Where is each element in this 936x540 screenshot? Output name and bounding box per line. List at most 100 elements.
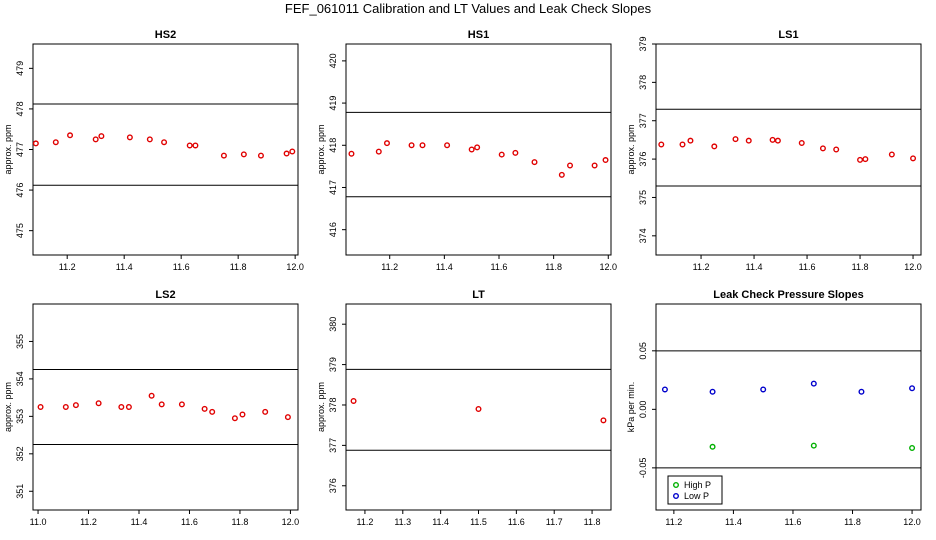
data-point (468, 146, 475, 153)
legend-box (667, 475, 723, 505)
data-point (769, 136, 776, 143)
y-tick-label: 374 (638, 228, 648, 243)
data-point (658, 141, 665, 148)
x-tick-label: 12.0 (286, 262, 304, 272)
plot-frame (655, 303, 922, 511)
data-point (95, 400, 102, 407)
data-point (98, 133, 105, 140)
data-point (558, 171, 565, 178)
chart-panel-4: LS2 approx. ppm 11.0 11.2 11.4 11.6 11.8 12.0 35… (3, 289, 299, 527)
panel-title: LS1 (778, 29, 798, 41)
data-point (158, 401, 165, 408)
chart-panel-3: LS1 approx. ppm 11.2 11.4 11.6 11.8 12.0 374 375… (626, 29, 922, 272)
x-tick-label: 12.0 (600, 262, 618, 272)
data-point (375, 148, 382, 155)
x-tick-label: 11.6 (181, 517, 198, 527)
x-tick-label: 11.8 (232, 517, 249, 527)
x-tick-label: 11.6 (173, 262, 190, 272)
data-point (125, 404, 132, 411)
data-point (289, 148, 296, 155)
y-tick-label: 479 (15, 61, 25, 76)
data-point (231, 415, 238, 422)
data-point (600, 417, 607, 424)
data-point (567, 162, 574, 169)
data-point (531, 159, 538, 166)
data-point (126, 134, 133, 141)
data-point (819, 145, 826, 152)
data-point (602, 157, 609, 164)
x-tick-label: 11.6 (799, 262, 816, 272)
x-tick-label: 11.2 (80, 517, 97, 527)
legend-marker (673, 493, 680, 500)
data-point (220, 152, 227, 159)
data-point (810, 380, 817, 387)
data-point (284, 414, 291, 421)
y-axis-label: approx. ppm (3, 124, 13, 174)
data-point (262, 408, 269, 415)
chart-panel-1: HS2 approx. ppm 11.2 11.4 11.6 11.8 12.0 475 476… (3, 29, 304, 272)
y-tick-label: 351 (15, 484, 25, 499)
data-point (909, 385, 916, 392)
x-tick-label: 11.4 (131, 517, 148, 527)
data-point (192, 142, 199, 149)
panel-title: LS2 (155, 289, 175, 301)
x-tick-label: 11.6 (491, 262, 508, 272)
x-tick-label: 11.5 (470, 517, 487, 527)
y-tick-label: 419 (328, 96, 338, 111)
x-tick-label: 11.0 (30, 517, 47, 527)
legend-entry: High P (684, 480, 711, 490)
data-point (209, 408, 216, 415)
y-tick-label: 353 (15, 409, 25, 424)
x-tick-label: 11.2 (356, 517, 373, 527)
data-point (72, 402, 79, 409)
y-tick-label: 0.00 (638, 401, 648, 419)
data-point (774, 137, 781, 144)
data-point (148, 392, 155, 399)
panel-title: Leak Check Pressure Slopes (713, 289, 863, 301)
data-point (52, 139, 59, 146)
data-point (858, 388, 865, 395)
plot-frame (32, 43, 299, 256)
data-point (909, 444, 916, 451)
plot-frame (345, 43, 612, 256)
data-point (239, 411, 246, 418)
x-tick-label: 11.8 (230, 262, 247, 272)
x-tick-label: 12.0 (282, 517, 300, 527)
data-point (661, 386, 668, 393)
data-point (408, 142, 415, 149)
y-tick-label: 420 (328, 53, 338, 68)
y-axis-label: kPa per min. (626, 382, 636, 433)
data-point (178, 401, 185, 408)
data-point (512, 149, 519, 156)
legend-marker (673, 482, 680, 489)
y-tick-label: 379 (638, 36, 648, 51)
y-tick-label: 475 (15, 223, 25, 238)
x-tick-label: 11.6 (785, 517, 802, 527)
x-tick-label: 11.3 (394, 517, 411, 527)
y-axis-label: approx. ppm (626, 124, 636, 174)
y-tick-label: 378 (328, 397, 338, 412)
x-tick-label: 11.4 (432, 517, 449, 527)
data-point (709, 388, 716, 395)
x-tick-label: 12.0 (904, 262, 922, 272)
data-point (444, 142, 451, 149)
data-point (186, 142, 193, 149)
x-tick-label: 11.2 (381, 262, 398, 272)
data-point (240, 151, 247, 158)
data-point (92, 136, 99, 143)
data-point (118, 404, 125, 411)
data-point (591, 162, 598, 169)
x-tick-label: 11.8 (584, 517, 601, 527)
x-tick-label: 11.2 (665, 517, 682, 527)
data-point (37, 404, 44, 411)
data-point (888, 151, 895, 158)
y-tick-label: 376 (638, 152, 648, 167)
data-point (474, 144, 481, 151)
data-point (910, 155, 917, 162)
y-tick-label: 379 (328, 357, 338, 372)
legend-entry: Low P (684, 491, 709, 501)
data-point (687, 137, 694, 144)
y-tick-label: 478 (15, 101, 25, 116)
y-axis-label: approx. ppm (3, 382, 13, 432)
data-point (161, 139, 168, 146)
